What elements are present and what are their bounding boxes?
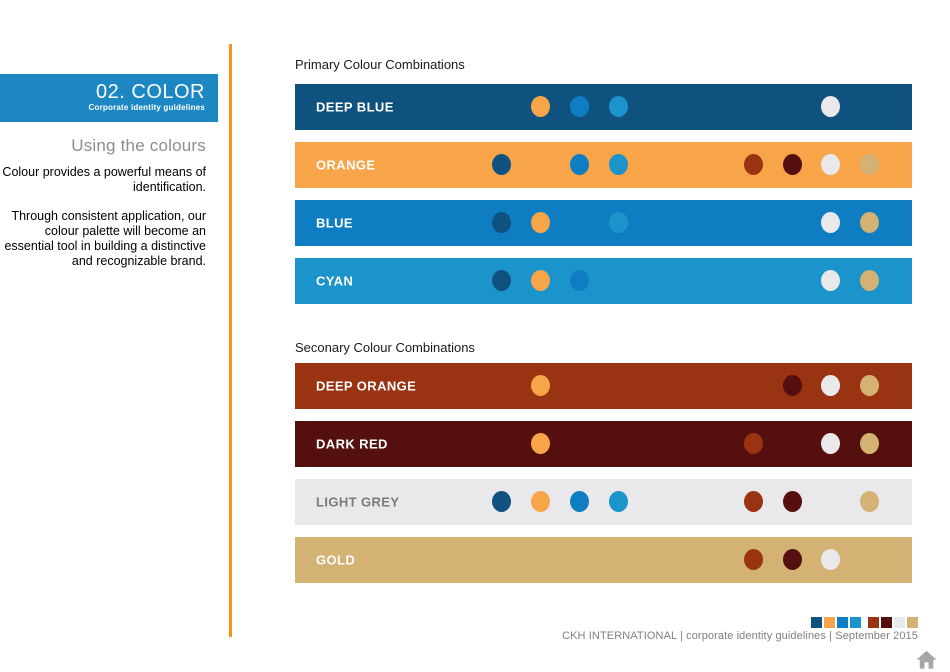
swatch-dot-gold xyxy=(859,270,879,291)
vertical-accent-line xyxy=(229,44,232,637)
swatch-dot-deep_blue xyxy=(491,212,511,233)
swatch-dot-orange xyxy=(530,491,550,512)
footer-swatch-cyan xyxy=(850,617,861,628)
swatch-dot-cyan xyxy=(608,154,628,175)
swatch-dot-light_grey xyxy=(820,212,840,233)
swatch-dot-deep_blue xyxy=(491,270,511,291)
swatch-gap xyxy=(863,617,866,628)
swatch-dot-gold xyxy=(859,433,879,454)
footer-swatch-deep_blue xyxy=(811,617,822,628)
bar-label: DEEP BLUE xyxy=(316,99,394,115)
primary-section-title: Primary Colour Combinations xyxy=(295,57,465,72)
bar-label: BLUE xyxy=(316,215,353,231)
swatch-dot-light_grey xyxy=(820,270,840,291)
swatch-dot-cyan xyxy=(608,96,628,117)
chapter-subtitle: Corporate identity guidelines xyxy=(88,103,205,112)
swatch-dot-cyan xyxy=(608,212,628,233)
swatch-dot-orange xyxy=(530,212,550,233)
swatch-dot-dark_red xyxy=(782,491,802,512)
swatch-dot-deep_blue xyxy=(491,491,511,512)
footer-swatch-dark_red xyxy=(881,617,892,628)
swatch-dot-cyan xyxy=(608,491,628,512)
home-icon[interactable] xyxy=(916,650,937,669)
bar-label: GOLD xyxy=(316,552,356,568)
color-bar-gold: GOLD xyxy=(295,537,912,583)
swatch-dot-deep_orange xyxy=(743,154,763,175)
footer-swatch-gold xyxy=(907,617,918,628)
swatch-dot-gold xyxy=(859,491,879,512)
swatch-dot-blue xyxy=(569,96,589,117)
bar-label: DARK RED xyxy=(316,436,388,452)
bar-label: DEEP ORANGE xyxy=(316,378,417,394)
secondary-colour-bars: DEEP ORANGE DARK RED LIGHT GREY GOLD xyxy=(295,363,912,595)
swatch-dot-dark_red xyxy=(782,154,802,175)
footer-swatch-strip xyxy=(811,617,918,628)
sidebar-heading: Using the colours xyxy=(71,136,206,155)
primary-colour-bars: DEEP BLUE ORANGE BLUE CYAN xyxy=(295,84,912,316)
bar-label: LIGHT GREY xyxy=(316,494,400,510)
footer-text: CKH INTERNATIONAL | corporate identity g… xyxy=(562,630,918,642)
swatch-dot-dark_red xyxy=(782,375,802,396)
color-bar-orange: ORANGE xyxy=(295,142,912,188)
footer-swatch-blue xyxy=(837,617,848,628)
swatch-dot-deep_orange xyxy=(743,491,763,512)
swatch-dot-orange xyxy=(530,270,550,291)
swatch-dot-light_grey xyxy=(820,154,840,175)
color-bar-deep-orange: DEEP ORANGE xyxy=(295,363,912,409)
swatch-dot-blue xyxy=(569,270,589,291)
swatch-dot-gold xyxy=(859,154,879,175)
footer-swatch-light_grey xyxy=(894,617,905,628)
swatch-dot-deep_orange xyxy=(743,433,763,454)
sidebar-paragraph: Colour provides a powerful means of iden… xyxy=(2,165,206,194)
color-bar-deep-blue: DEEP BLUE xyxy=(295,84,912,130)
bar-label: ORANGE xyxy=(316,157,376,173)
chapter-title: 02. COLOR xyxy=(96,81,205,103)
swatch-dot-orange xyxy=(530,375,550,396)
swatch-dot-light_grey xyxy=(820,549,840,570)
color-bar-blue: BLUE xyxy=(295,200,912,246)
bar-label: CYAN xyxy=(316,273,354,289)
swatch-dot-orange xyxy=(530,96,550,117)
swatch-dot-gold xyxy=(859,375,879,396)
secondary-section-title: Seconary Colour Combinations xyxy=(295,340,475,355)
footer-swatch-orange xyxy=(824,617,835,628)
color-bar-dark-red: DARK RED xyxy=(295,421,912,467)
sidebar-body-text: Colour provides a powerful means of iden… xyxy=(0,165,206,283)
swatch-dot-deep_blue xyxy=(491,154,511,175)
swatch-dot-dark_red xyxy=(782,549,802,570)
swatch-dot-light_grey xyxy=(820,96,840,117)
swatch-dot-blue xyxy=(569,491,589,512)
color-bar-cyan: CYAN xyxy=(295,258,912,304)
swatch-dot-blue xyxy=(569,154,589,175)
color-bar-light-grey: LIGHT GREY xyxy=(295,479,912,525)
swatch-dot-gold xyxy=(859,212,879,233)
swatch-dot-light_grey xyxy=(820,433,840,454)
swatch-dot-orange xyxy=(530,433,550,454)
footer-swatch-deep_orange xyxy=(868,617,879,628)
sidebar-paragraph: Through consistent application, our colo… xyxy=(4,209,206,268)
swatch-dot-light_grey xyxy=(820,375,840,396)
chapter-header: 02. COLOR Corporate identity guidelines xyxy=(0,74,218,122)
main-content: Primary Colour Combinations DEEP BLUE ORA… xyxy=(295,0,912,672)
swatch-dot-deep_orange xyxy=(743,549,763,570)
